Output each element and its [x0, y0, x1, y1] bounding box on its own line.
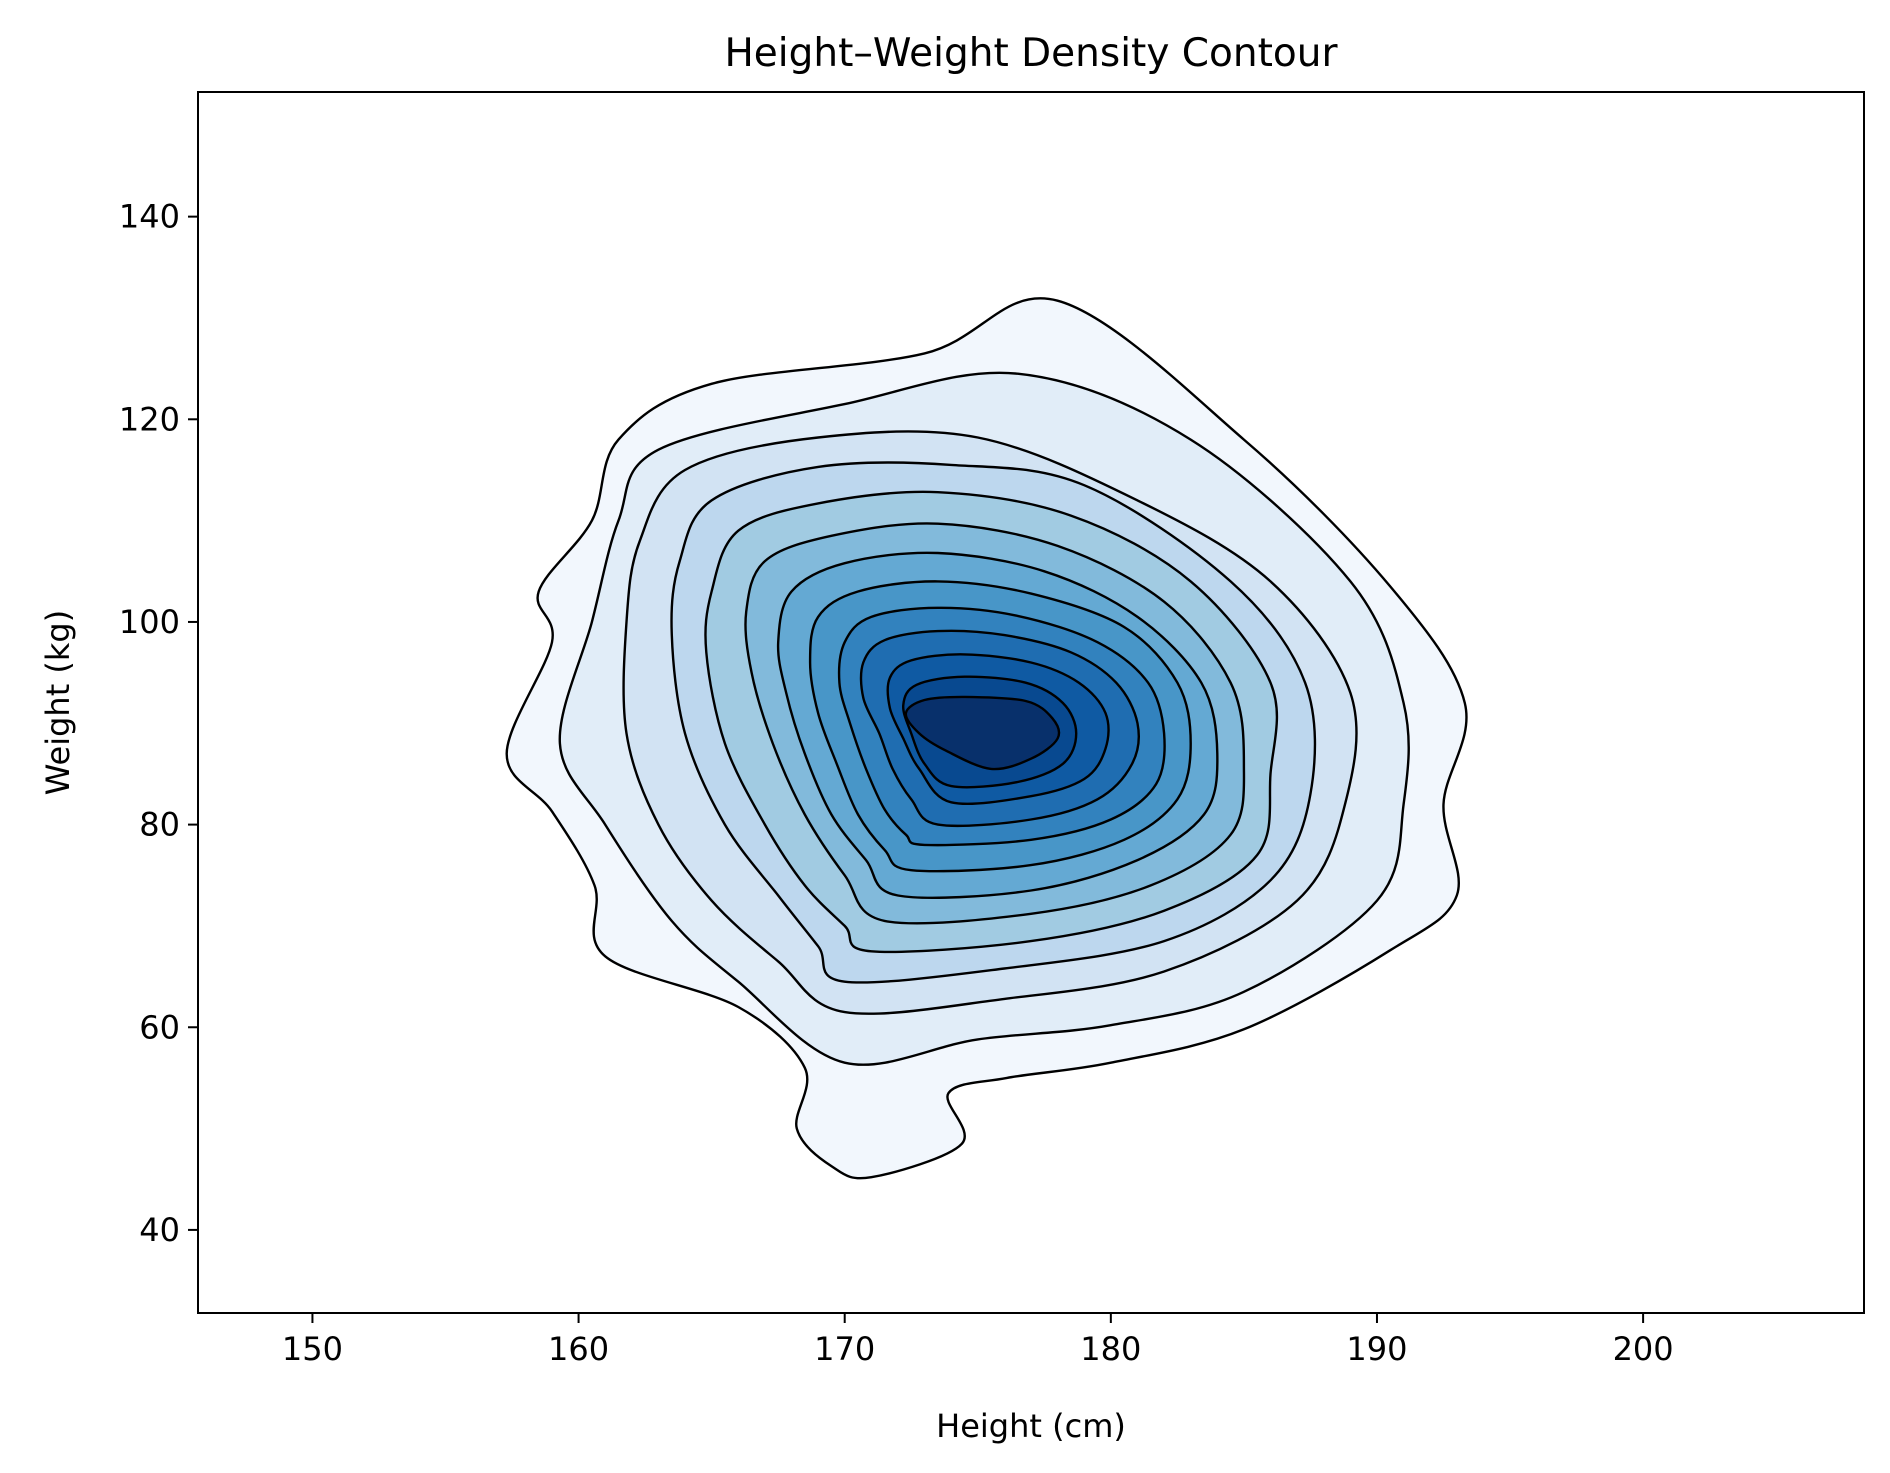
- contour-line-level-11: [886, 653, 1110, 806]
- contour-line-layer: [505, 297, 1468, 1180]
- contour-line-level-10: [859, 629, 1140, 828]
- y-tick-label: 140: [119, 198, 180, 236]
- y-axis-label: Weight (kg): [39, 610, 77, 795]
- chart-title: Height–Weight Density Contour: [724, 31, 1338, 76]
- x-tick-label: 190: [1346, 1330, 1407, 1368]
- plot-area-frame: [197, 91, 1865, 1314]
- contour-fill-level-13: [905, 696, 1060, 770]
- x-axis-label: Height (cm): [936, 1407, 1126, 1445]
- x-tick-label: 180: [1080, 1330, 1141, 1368]
- y-tick-label: 80: [139, 806, 180, 844]
- y-tick-label: 120: [119, 400, 180, 438]
- x-tick-label: 170: [814, 1330, 875, 1368]
- y-axis: 40 60 80 100 120 140: [119, 198, 198, 1249]
- contour-line-level-13: [904, 695, 1061, 771]
- contour-line-level-8: [808, 580, 1192, 873]
- contour-line-level-6: [744, 522, 1246, 925]
- contour-line-level-9: [837, 606, 1166, 847]
- x-tick-label: 200: [1613, 1330, 1674, 1368]
- contour-line-level-2: [558, 371, 1410, 1066]
- x-axis: 150 160 170 180 190 200: [282, 1313, 1674, 1368]
- contour-line-level-4: [670, 461, 1317, 984]
- y-tick-label: 60: [139, 1008, 180, 1046]
- x-tick-label: 160: [548, 1330, 609, 1368]
- contour-line-level-5: [704, 490, 1279, 954]
- x-tick-label: 150: [282, 1330, 343, 1368]
- y-tick-label: 100: [119, 603, 180, 641]
- contour-line-level-12: [902, 675, 1078, 789]
- contour-line-level-3: [622, 430, 1358, 1015]
- contour-line-level-7: [776, 551, 1219, 899]
- y-tick-label: 40: [139, 1211, 180, 1249]
- contour-line-level-1: [505, 297, 1468, 1180]
